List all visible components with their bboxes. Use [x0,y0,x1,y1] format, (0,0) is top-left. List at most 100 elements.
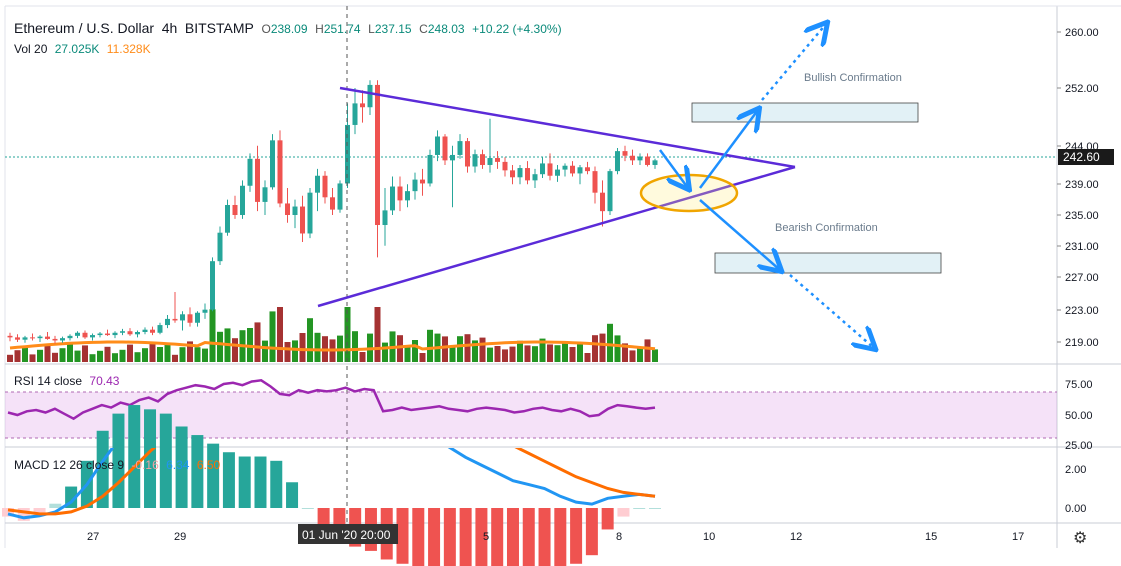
price-tick-label: 260.00 [1065,27,1099,39]
macd-histogram-bar [633,508,646,509]
candle-body [427,154,433,184]
volume-bar [359,352,366,362]
rsi-legend[interactable]: RSI 14 close 70.43 [14,374,119,388]
volume-bar [307,318,313,362]
bullish-arrow [698,110,758,189]
macd-legend[interactable]: MACD 12 26 close 9 -0.16 6.34 6.50 [14,458,220,472]
volume-bar [494,346,501,362]
candle-body [532,174,538,181]
close-value: 248.03 [427,22,465,36]
volume-bar [487,347,493,362]
settings-gear-icon[interactable]: ⚙ [1073,530,1088,547]
macd-histogram-bar [301,508,314,509]
volume-bar [577,344,583,362]
volume-bar [254,322,261,362]
macd-histogram-bar [128,405,141,508]
interval[interactable]: 4h [161,20,178,36]
candle-body [120,331,125,333]
candle-body [562,165,568,170]
rsi-tick-label: 25.00 [1065,440,1093,452]
candle-body [247,158,253,186]
macd-histogram-bar [2,508,14,517]
candle-body [420,179,425,184]
candle-body [112,332,118,336]
volume-bar [292,340,298,362]
macd-histogram-bar [491,508,504,566]
macd-line [7,448,656,520]
volume-bar [209,309,216,362]
rsi-tick-label: 50.00 [1065,410,1093,422]
signal-line [7,448,656,516]
candle-body [30,337,35,339]
macd-histogram-bar [570,508,583,564]
candle-body [240,185,245,215]
upper-trendline [339,86,796,169]
macd-histogram-bar [443,508,456,566]
volume-bar [419,353,426,362]
macd-histogram-bar [286,482,299,508]
price-tick-label: 219.00 [1065,337,1099,349]
candle-body [592,171,598,193]
volume-bar [232,338,238,362]
low-value: 237.15 [374,22,412,36]
bullish-dotted-arrow [761,24,826,101]
candle-body [7,335,13,338]
candle-body [187,314,193,323]
volume-bar [314,332,321,362]
volume-bar [622,343,628,362]
time-tick-label: 15 [925,531,937,543]
volume-legend[interactable]: Vol 20 27.025K 11.328K [14,42,151,56]
candle-body [150,329,155,333]
candle-body [277,140,283,204]
candle-body [502,161,508,171]
candle-body [262,187,268,202]
time-tick-label: 27 [87,531,99,543]
candle-body [15,337,20,340]
low-label: L [368,22,375,36]
macd-histogram-bar [222,452,235,508]
candle-body [97,333,103,336]
volume-bar [194,347,201,362]
time-tick-label: 17 [1012,531,1024,543]
macd-histogram-bar [254,456,267,508]
macd-value: 6.34 [166,458,190,472]
macd-histogram-bar [538,508,551,566]
candle-body [577,167,583,174]
symbol-name[interactable]: Ethereum / U.S. Dollar [14,20,155,36]
crosshair-time-tag [298,524,398,544]
candle-body [142,329,148,332]
volume-bar [442,336,448,362]
candle-body [322,175,328,198]
close-label: C [419,22,428,36]
macd-histogram-bar [554,508,567,566]
macd-histogram-bar [649,508,661,509]
candle-body [217,232,223,262]
price-tick-label: 231.00 [1065,241,1099,253]
candle-body [487,158,493,165]
macd-histogram-bar [96,430,109,508]
candle-body [82,332,88,338]
candle-body [390,186,395,211]
candle-body [165,318,170,326]
macd-histogram-bar [617,508,630,517]
volume-bar [127,344,133,362]
candle-body [172,318,178,321]
candle-body [450,154,455,161]
volume-bar [382,342,388,362]
volume-bar [449,346,456,362]
macd-histogram-bar [396,508,409,564]
macd-histogram-bar [191,435,204,508]
candle-body [202,309,208,313]
time-tick-label: 12 [790,531,802,543]
rsi-label: RSI 14 close [14,374,83,388]
volume-bar [7,354,13,362]
time-tick-label: 10 [703,531,715,543]
volume-bar [22,346,28,362]
candle-body [330,197,335,210]
candle-body [22,337,28,340]
bullish-label: Bullish Confirmation [804,72,902,84]
candle-body [285,203,290,215]
candle-body [570,165,575,174]
candle-body [352,103,358,125]
